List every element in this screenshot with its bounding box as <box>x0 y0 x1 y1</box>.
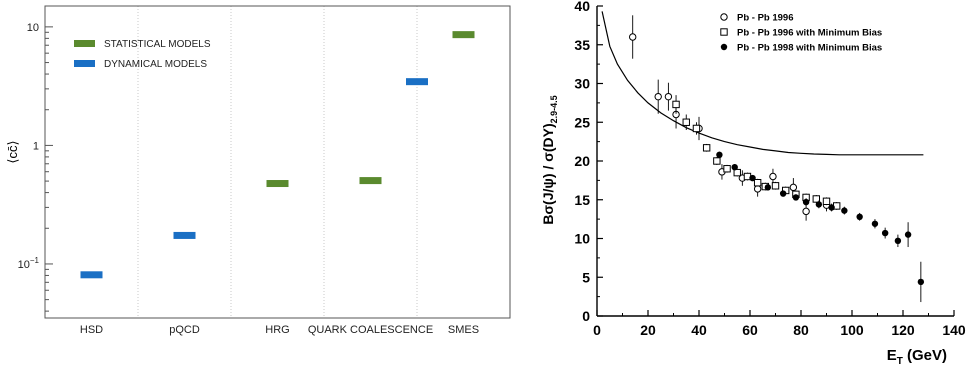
open-square-point <box>692 124 701 133</box>
y-tick-label: 15 <box>574 192 590 208</box>
x-tick-label: 80 <box>793 322 809 338</box>
x-tick-label: 60 <box>742 322 758 338</box>
model-value-bar <box>359 177 382 185</box>
filled-circle-point <box>856 213 863 220</box>
filled-circle-point <box>749 174 756 182</box>
x-tick-label: 140 <box>942 322 966 338</box>
left-chart-axes <box>44 5 511 319</box>
filled-circle-point <box>894 237 902 245</box>
open-square-point <box>702 144 711 152</box>
open-square-point <box>771 182 780 190</box>
model-value-bar <box>266 180 289 188</box>
x-tick-label: 100 <box>840 322 864 338</box>
model-value-bar <box>452 31 475 39</box>
y-tick-label: 1 <box>33 140 39 152</box>
open-square-point <box>733 168 741 177</box>
theory-curve <box>601 11 924 156</box>
y-tick-label: 5 <box>582 269 590 285</box>
filled-circle-point <box>716 151 723 158</box>
right-chart-x-axis-label: ET (GeV) <box>887 347 947 365</box>
category-separators <box>137 6 418 318</box>
filled-circle-point <box>881 229 889 237</box>
y-tick-label: 10 <box>27 22 39 34</box>
legend-label: STATISTICAL MODELS <box>104 39 211 50</box>
left-chart-y-axis-label: ⟨cc̄⟩ <box>5 140 20 163</box>
open-square-point <box>812 195 820 203</box>
category-label: SMES <box>448 324 479 336</box>
open-circle-point <box>769 172 777 181</box>
left-chart-category-labels: HSD pQCD HRG QUARK COALESCENCE SMES <box>80 324 479 336</box>
open-circle-point <box>654 92 662 101</box>
open-circle-point <box>802 207 810 216</box>
open-square-point <box>713 157 721 165</box>
data-points <box>629 15 925 303</box>
legend-label: DYNAMICAL MODELS <box>104 59 207 70</box>
y-tick-exponent: −1 <box>30 256 40 265</box>
legend-marker <box>720 28 728 36</box>
right-chart-legend: Pb - Pb 1996 Pb - Pb 1996 with Minimum Bi… <box>720 13 882 54</box>
filled-circle-point <box>792 194 800 201</box>
y-tick-label: 35 <box>574 37 590 53</box>
y-tick-label: 10 <box>574 231 590 247</box>
x-tick-label: 20 <box>640 322 656 338</box>
model-value-bar <box>406 78 428 86</box>
legend-marker <box>720 13 728 21</box>
legend-label: Pb - Pb 1996 with Minimum Bias <box>737 28 882 39</box>
jpsi-suppression-chart: 0 20 40 60 80 100 120 140 0 5 10 15 20 25 30 35 40 Pb -… <box>540 0 966 365</box>
y-tick-base: 10 <box>18 259 30 271</box>
x-tick-label: 40 <box>691 322 707 338</box>
y-tick-label: 30 <box>574 76 590 92</box>
x-tick-label: 120 <box>891 322 915 338</box>
open-square-point <box>822 197 831 206</box>
legend-swatch <box>74 40 95 47</box>
y-tick-label: 20 <box>574 153 590 169</box>
left-chart-frame <box>44 5 511 319</box>
filled-circle-point <box>815 201 823 208</box>
model-value-bars <box>80 31 475 279</box>
filled-circle-point <box>917 278 925 286</box>
right-chart-x-ticks: 0 20 40 60 80 100 120 140 <box>593 310 966 338</box>
open-circle-point <box>789 183 798 192</box>
legend-marker <box>720 43 728 51</box>
x-tick-label: 0 <box>593 322 601 338</box>
y-tick-label: 25 <box>574 114 590 130</box>
open-square-point <box>723 165 731 173</box>
filled-circle-point <box>871 220 879 227</box>
open-circle-point <box>664 92 673 101</box>
filled-circle-point <box>904 231 912 238</box>
legend-label: Pb - Pb 1998 with Minimum Bias <box>737 43 882 54</box>
right-chart-y-axis-label: Bσ(J/ψ) / σ(DY)2.9-4.5 <box>540 95 559 224</box>
y-tick-label: 10−1 <box>18 256 40 271</box>
open-square-point <box>672 100 680 109</box>
y-tick-label: 40 <box>574 0 590 14</box>
open-circle-point <box>753 185 762 193</box>
category-label: pQCD <box>169 324 200 336</box>
y-tick-label: 0 <box>582 308 590 324</box>
left-chart-legend: STATISTICAL MODELS DYNAMICAL MODELS <box>74 39 211 70</box>
open-square-point <box>753 179 762 187</box>
legend-label: Pb - Pb 1996 <box>737 13 794 24</box>
legend-swatch <box>74 60 95 67</box>
right-chart-y-ticks: 0 5 10 15 20 25 30 35 40 <box>574 0 603 324</box>
category-label: HSD <box>80 324 103 336</box>
filled-circle-point <box>802 198 810 206</box>
open-circle-point <box>629 33 637 41</box>
model-value-bar <box>80 271 103 279</box>
filled-circle-point <box>828 204 835 211</box>
filled-circle-point <box>764 184 772 191</box>
filled-circle-point <box>779 190 787 197</box>
category-label: HRG <box>265 324 289 336</box>
open-square-point <box>682 118 690 126</box>
model-value-bar <box>173 231 196 239</box>
category-label: QUARK COALESCENCE <box>308 324 433 336</box>
filled-circle-point <box>841 207 848 214</box>
filled-circle-point <box>731 164 738 171</box>
